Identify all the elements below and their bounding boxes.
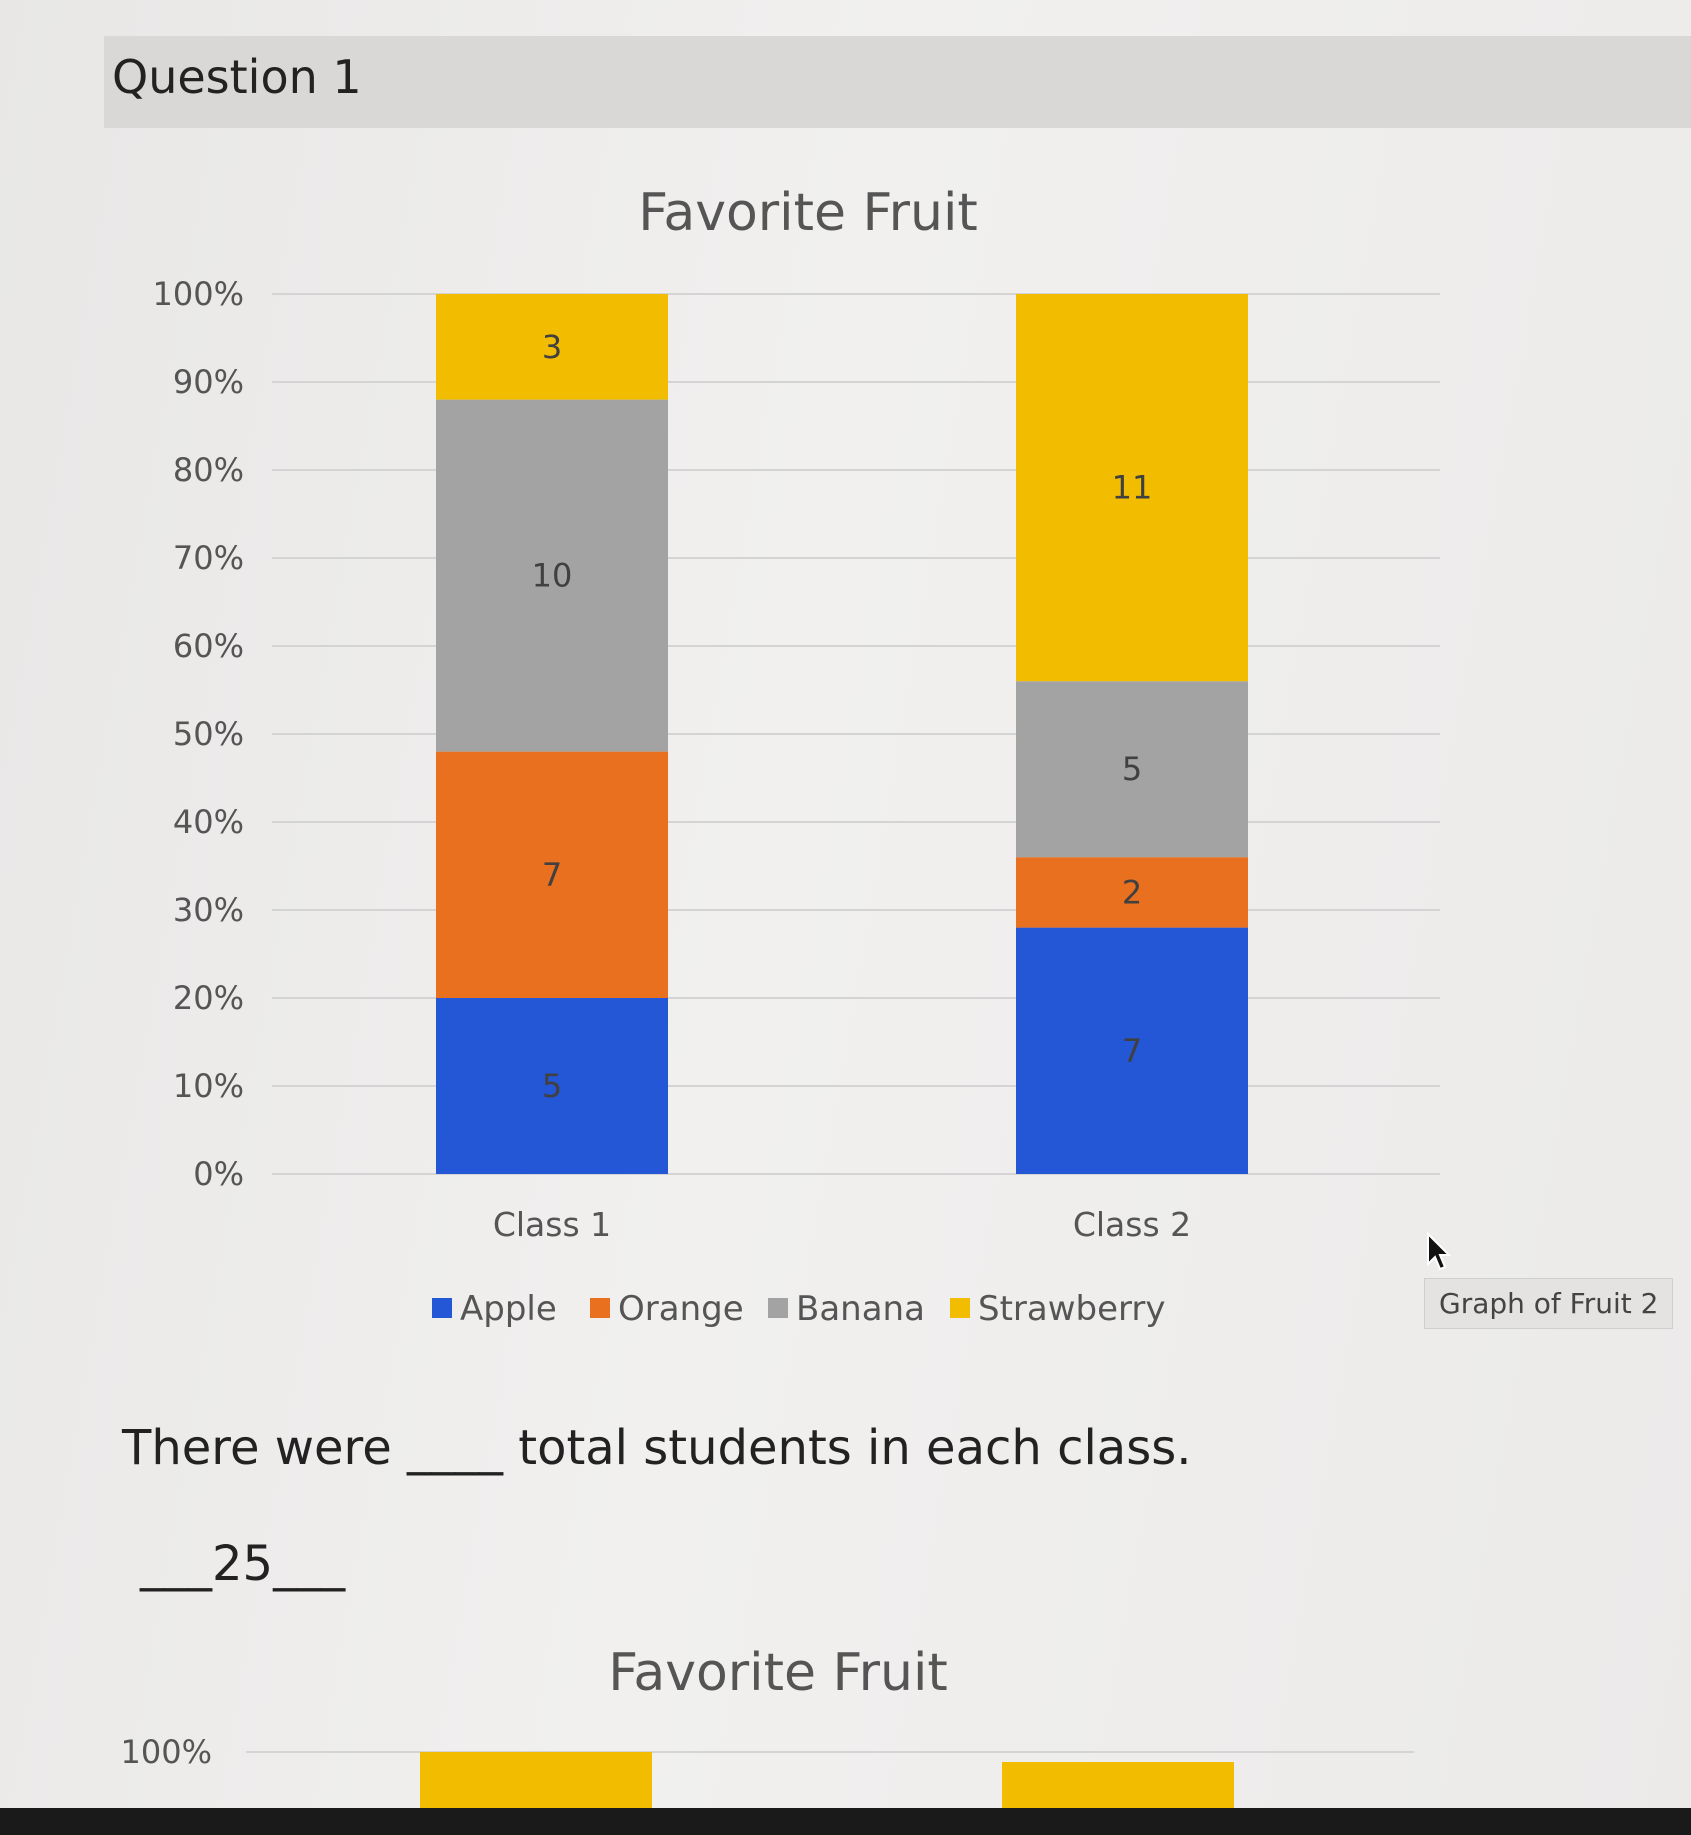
- chart-2: Favorite Fruit 100%: [121, 1643, 1414, 1808]
- category-label: Class 1: [493, 1205, 611, 1244]
- question-title: Question 1: [112, 50, 362, 104]
- legend-label-strawberry: Strawberry: [978, 1289, 1166, 1329]
- legend-label-banana: Banana: [796, 1289, 925, 1329]
- screen-bezel: [0, 1808, 1691, 1835]
- data-label-strawberry: 3: [542, 328, 562, 366]
- chart-title: Favorite Fruit: [638, 183, 978, 243]
- y-tick-label: 60%: [173, 627, 244, 665]
- legend-swatch-strawberry: [950, 1298, 970, 1318]
- legend-label-orange: Orange: [618, 1289, 744, 1329]
- y-tick-label: 90%: [173, 363, 244, 401]
- y-tick-label: 0%: [193, 1155, 244, 1193]
- bar-segment-orange: [436, 751, 668, 998]
- question-header: Question 1: [104, 36, 1691, 128]
- bar-segment-strawberry: [1002, 1762, 1234, 1808]
- bar-segment-apple: [1016, 927, 1248, 1174]
- y-tick-label: 100%: [153, 275, 244, 313]
- y-tick-label: 100%: [121, 1733, 212, 1771]
- bar-segment-orange: [1016, 857, 1248, 928]
- y-tick-label: 80%: [173, 451, 244, 489]
- y-tick-label: 40%: [173, 803, 244, 841]
- bar-segment-banana: [1016, 681, 1248, 858]
- bar-segment-apple: [436, 998, 668, 1174]
- legend-swatch-banana: [768, 1298, 788, 1318]
- y-tick-label: 70%: [173, 539, 244, 577]
- bar-segment-strawberry: [1016, 294, 1248, 682]
- chart-1: Favorite Fruit 0% 10% 20% 30% 40% 50% 60% 70% 80%…: [153, 183, 1440, 1329]
- legend-swatch-orange: [590, 1298, 610, 1318]
- answer-input[interactable]: ___25___: [140, 1536, 346, 1592]
- legend-label-apple: Apple: [460, 1289, 557, 1329]
- data-label-banana: 10: [532, 557, 573, 595]
- mouse-pointer-icon: [1426, 1231, 1452, 1276]
- data-label-orange: 2: [1122, 873, 1142, 911]
- graph-of-fruit-2-button[interactable]: Graph of Fruit 2: [1424, 1278, 1674, 1329]
- legend-swatch-apple: [432, 1298, 452, 1318]
- data-label-banana: 5: [1122, 750, 1142, 788]
- chart-title: Favorite Fruit: [608, 1643, 948, 1703]
- data-label-strawberry: 11: [1112, 469, 1153, 507]
- y-tick-label: 10%: [173, 1067, 244, 1105]
- y-tick-label: 30%: [173, 891, 244, 929]
- y-tick-label: 50%: [173, 715, 244, 753]
- question-prompt: There were ____ total students in each c…: [122, 1420, 1192, 1476]
- y-tick-label: 20%: [173, 979, 244, 1017]
- bar-segment-banana: [436, 399, 668, 752]
- data-label-orange: 7: [542, 856, 562, 894]
- bar-segment-strawberry: [436, 294, 668, 400]
- data-label-apple: 5: [542, 1067, 562, 1105]
- bar-segment-strawberry: [420, 1752, 652, 1808]
- category-label: Class 2: [1073, 1205, 1191, 1244]
- data-label-apple: 7: [1122, 1032, 1142, 1070]
